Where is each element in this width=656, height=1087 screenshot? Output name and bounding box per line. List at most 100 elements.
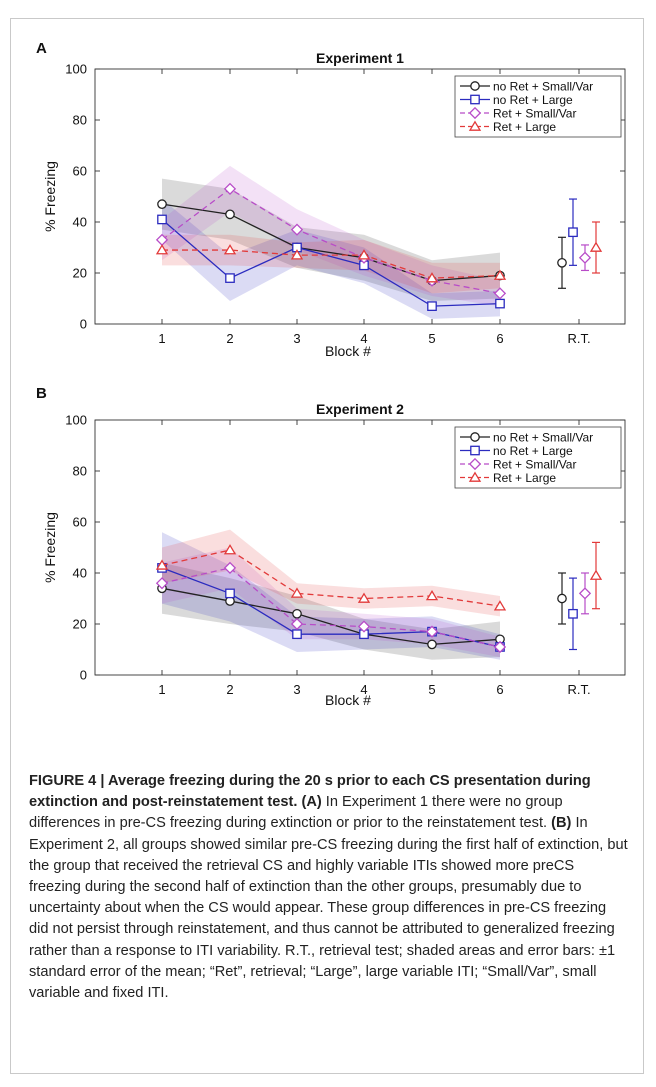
- x-tick-label: 1: [158, 331, 165, 346]
- legend-label: no Ret + Large: [493, 444, 573, 458]
- data-point-ret_small: [493, 640, 507, 654]
- caption-title: FIGURE 4 | Average freezing during the 2…: [29, 773, 591, 811]
- x-tick-label: 5: [428, 682, 435, 697]
- data-point-noret_large: [225, 273, 235, 283]
- y-tick-label: 80: [73, 113, 87, 128]
- y-tick-label: 40: [73, 566, 87, 581]
- legend-label: no Ret + Small/Var: [493, 79, 593, 93]
- legend-marker-ret_large: [468, 471, 482, 482]
- x-tick-label: 4: [360, 682, 367, 697]
- y-tick-label: 60: [73, 164, 87, 179]
- chart-title: Experiment 2: [316, 401, 404, 417]
- sem-band-noret_large: [162, 532, 500, 660]
- data-point-ret_small: [425, 625, 439, 638]
- series-line-noret_small: [161, 587, 501, 646]
- x-axis-label: Block #: [325, 343, 371, 359]
- data-point-noret_large: [495, 298, 505, 309]
- panel-label: B: [36, 385, 47, 402]
- chart-panel-a: A Experiment 1 0 20 40 60 80 100 1 2 3 4 5 6 R.T. Block…: [36, 40, 626, 359]
- legend-marker-ret_small: [468, 106, 482, 120]
- data-point-ret_small: [223, 561, 237, 575]
- data-point-ret_large: [425, 272, 439, 283]
- y-tick-label: 100: [65, 62, 87, 77]
- y-axis-label: % Freezing: [42, 512, 58, 583]
- rt-point-noret_large: [568, 608, 578, 619]
- y-tick-label: 0: [80, 317, 87, 332]
- legend-marker-noret_small: [470, 81, 480, 91]
- figure-frame: [10, 18, 644, 1074]
- data-point-ret_large: [223, 544, 237, 555]
- y-tick-label: 80: [73, 464, 87, 479]
- series-line-noret_large: [161, 218, 501, 307]
- series-line-ret_large: [161, 549, 501, 607]
- data-point-noret_small: [292, 608, 302, 619]
- legend-marker-ret_large: [468, 120, 482, 131]
- y-tick-label: 60: [73, 515, 87, 530]
- rt-point-ret_large: [589, 569, 603, 580]
- legend-label: no Ret + Small/Var: [493, 430, 593, 444]
- plot-area: [94, 68, 626, 325]
- legend-label: Ret + Small/Var: [493, 457, 576, 471]
- legend-marker-ret_small: [468, 457, 482, 471]
- legend-marker-noret_small: [470, 432, 480, 442]
- legend-label: Ret + Small/Var: [493, 106, 576, 120]
- sem-band-noret_small: [162, 562, 500, 660]
- series-line-ret_small: [161, 188, 501, 295]
- rt-point-noret_large: [568, 227, 578, 238]
- y-tick-label: 20: [73, 266, 87, 281]
- data-point-ret_large: [290, 249, 304, 260]
- data-point-noret_large: [157, 214, 167, 225]
- data-point-noret_large: [427, 301, 437, 312]
- sem-band-ret_large: [162, 234, 500, 294]
- data-point-ret_large: [425, 589, 439, 601]
- data-point-ret_small: [493, 287, 507, 300]
- y-tick-label: 40: [73, 215, 87, 230]
- sem-band-ret_small: [162, 547, 500, 658]
- data-point-noret_small: [157, 199, 167, 209]
- caption-part-b-label: (B): [551, 815, 572, 832]
- data-point-ret_small: [223, 182, 237, 195]
- series-line-noret_small: [161, 203, 501, 282]
- data-point-noret_small: [427, 639, 437, 650]
- x-tick-label: R.T.: [567, 331, 590, 346]
- data-point-noret_small: [225, 209, 235, 220]
- x-tick-label: 5: [428, 331, 435, 346]
- rt-point-ret_small: [578, 587, 592, 600]
- rt-point-noret_small: [557, 593, 567, 604]
- data-point-ret_small: [290, 223, 304, 236]
- data-point-ret_small: [290, 617, 304, 631]
- x-axis-label: Block #: [325, 692, 371, 708]
- y-tick-label: 20: [73, 617, 87, 632]
- sem-band-noret_small: [162, 178, 500, 302]
- data-point-ret_large: [223, 244, 237, 255]
- x-tick-label: 1: [158, 682, 165, 697]
- data-point-ret_large: [493, 269, 507, 280]
- legend-label: Ret + Large: [493, 471, 556, 485]
- legend-label: no Ret + Large: [493, 93, 573, 107]
- x-tick-label: 2: [226, 682, 233, 697]
- x-tick-label: 3: [293, 331, 300, 346]
- x-tick-label: R.T.: [567, 682, 590, 697]
- data-point-ret_large: [493, 600, 507, 611]
- data-point-ret_large: [357, 249, 371, 260]
- data-point-noret_large: [225, 588, 235, 599]
- series-line-ret_large: [162, 249, 501, 279]
- data-point-ret_large: [155, 244, 169, 255]
- legend-marker-noret_large: [470, 445, 480, 456]
- sem-band-noret_large: [162, 199, 500, 319]
- y-tick-label: 0: [80, 668, 87, 683]
- caption-part-b-text: In Experiment 2, all groups showed simil…: [29, 815, 628, 1002]
- x-tick-label: 6: [496, 682, 503, 697]
- rt-point-noret_small: [557, 257, 567, 268]
- caption-part-a-label: (A): [301, 794, 322, 811]
- y-axis-label: % Freezing: [42, 161, 58, 232]
- legend-marker-noret_large: [470, 94, 480, 105]
- x-tick-label: 4: [360, 331, 367, 346]
- sem-band-ret_large: [162, 529, 500, 617]
- legend-label: Ret + Large: [493, 120, 556, 134]
- data-point-ret_small: [357, 620, 371, 633]
- figure-caption: FIGURE 4 | Average freezing during the 2…: [29, 771, 629, 1004]
